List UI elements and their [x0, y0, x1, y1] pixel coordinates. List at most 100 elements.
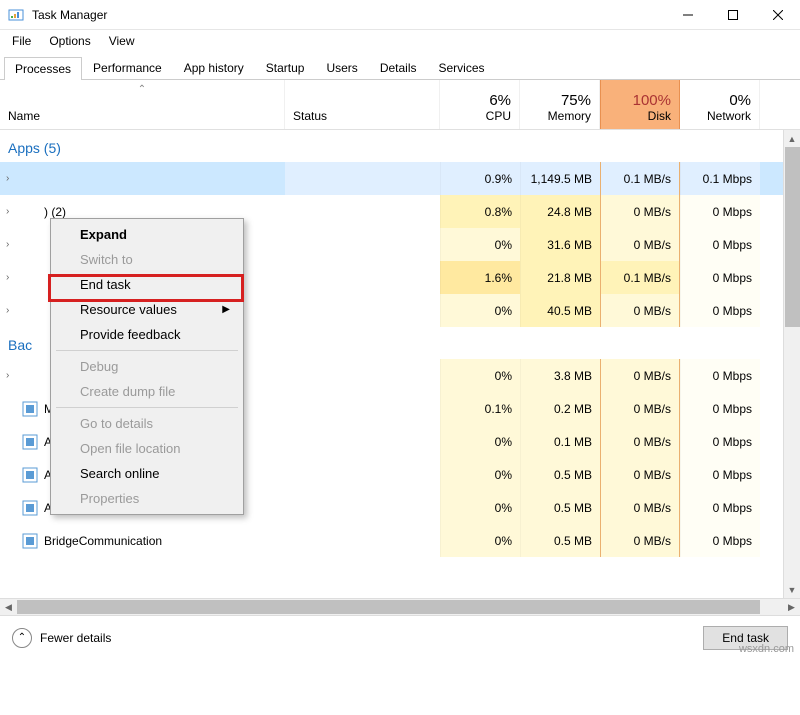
cell-cpu: 0%: [440, 359, 520, 392]
ctx-end-task[interactable]: End task: [54, 272, 240, 297]
ctx-create-dump-file: Create dump file: [54, 379, 240, 404]
ctx-resource-values[interactable]: Resource values▶: [54, 297, 240, 322]
cell-memory: 0.2 MB: [520, 392, 600, 425]
tab-services[interactable]: Services: [428, 56, 496, 79]
cell-memory: 0.5 MB: [520, 491, 600, 524]
tab-performance[interactable]: Performance: [82, 56, 173, 79]
scroll-right-icon[interactable]: ▶: [783, 599, 800, 615]
process-row[interactable]: › 0.9%1,149.5 MB0.1 MB/s0.1 Mbps: [0, 162, 783, 195]
cell-disk: 0 MB/s: [600, 228, 680, 261]
cell-cpu: 0%: [440, 425, 520, 458]
tab-users[interactable]: Users: [315, 56, 368, 79]
group-apps: Apps (5): [0, 130, 783, 162]
menu-bar: File Options View: [0, 30, 800, 52]
ctx-properties: Properties: [54, 486, 240, 511]
header-name[interactable]: ⌃ Name: [0, 80, 285, 129]
cell-disk: 0 MB/s: [600, 458, 680, 491]
column-headers: ⌃ Name Status 6%CPU75%Memory100%Disk0%Ne…: [0, 80, 800, 130]
tab-app-history[interactable]: App history: [173, 56, 255, 79]
cell-memory: 24.8 MB: [520, 195, 600, 228]
tab-bar: ProcessesPerformanceApp historyStartupUs…: [0, 52, 800, 80]
header-cpu[interactable]: 6%CPU: [440, 80, 520, 129]
cell-network: 0.1 Mbps: [680, 162, 760, 195]
cell-cpu: 0.8%: [440, 195, 520, 228]
watermark: wsxdn.com: [739, 643, 794, 655]
menu-view[interactable]: View: [101, 32, 143, 50]
sort-indicator-icon: ⌃: [138, 84, 146, 95]
ctx-expand[interactable]: Expand: [54, 222, 240, 247]
menu-file[interactable]: File: [4, 32, 39, 50]
expand-icon[interactable]: ›: [6, 272, 16, 283]
cell-network: 0 Mbps: [680, 524, 760, 557]
cell-disk: 0 MB/s: [600, 294, 680, 327]
process-name: BridgeCommunication: [44, 534, 162, 548]
cell-memory: 0.5 MB: [520, 458, 600, 491]
cell-memory: 31.6 MB: [520, 228, 600, 261]
expand-icon[interactable]: ›: [6, 206, 16, 217]
cell-cpu: 0%: [440, 458, 520, 491]
ctx-provide-feedback[interactable]: Provide feedback: [54, 322, 240, 347]
scroll-left-icon[interactable]: ◀: [0, 599, 17, 615]
expand-icon[interactable]: ›: [6, 173, 16, 184]
header-memory[interactable]: 75%Memory: [520, 80, 600, 129]
minimize-button[interactable]: [665, 0, 710, 30]
fewer-details-button[interactable]: ⌃ Fewer details: [12, 628, 703, 648]
hscroll-thumb[interactable]: [17, 600, 760, 614]
cell-cpu: 0.1%: [440, 392, 520, 425]
cell-cpu: 0%: [440, 294, 520, 327]
horizontal-scrollbar[interactable]: ◀ ▶: [0, 598, 800, 615]
cell-network: 0 Mbps: [680, 491, 760, 524]
cell-cpu: 0%: [440, 228, 520, 261]
cell-network: 0 Mbps: [680, 359, 760, 392]
ctx-switch-to: Switch to: [54, 247, 240, 272]
cell-memory: 40.5 MB: [520, 294, 600, 327]
maximize-button[interactable]: [710, 0, 755, 30]
cell-network: 0 Mbps: [680, 261, 760, 294]
expand-icon[interactable]: ›: [6, 370, 16, 381]
menu-options[interactable]: Options: [41, 32, 98, 50]
header-network[interactable]: 0%Network: [680, 80, 760, 129]
cell-cpu: 0%: [440, 524, 520, 557]
ctx-debug: Debug: [54, 354, 240, 379]
cell-disk: 0 MB/s: [600, 425, 680, 458]
title-bar: Task Manager: [0, 0, 800, 30]
header-disk[interactable]: 100%Disk: [600, 80, 680, 129]
cell-network: 0 Mbps: [680, 458, 760, 491]
submenu-arrow-icon: ▶: [222, 304, 230, 315]
process-row[interactable]: BridgeCommunication0%0.5 MB0 MB/s0 Mbps: [0, 524, 783, 557]
chevron-up-icon: ⌃: [12, 628, 32, 648]
cell-disk: 0 MB/s: [600, 195, 680, 228]
cell-disk: 0.1 MB/s: [600, 261, 680, 294]
cell-memory: 21.8 MB: [520, 261, 600, 294]
ctx-search-online[interactable]: Search online: [54, 461, 240, 486]
cell-memory: 0.5 MB: [520, 524, 600, 557]
cell-network: 0 Mbps: [680, 392, 760, 425]
scroll-down-icon[interactable]: ▼: [784, 581, 800, 598]
tab-processes[interactable]: Processes: [4, 57, 82, 80]
close-button[interactable]: [755, 0, 800, 30]
expand-icon[interactable]: ›: [6, 305, 16, 316]
footer-bar: ⌃ Fewer details End task: [0, 615, 800, 659]
ctx-open-file-location: Open file location: [54, 436, 240, 461]
vertical-scrollbar[interactable]: ▲ ▼: [783, 130, 800, 598]
cell-cpu: 0%: [440, 491, 520, 524]
cell-network: 0 Mbps: [680, 228, 760, 261]
context-menu: ExpandSwitch toEnd taskResource values▶P…: [50, 218, 244, 515]
cell-network: 0 Mbps: [680, 425, 760, 458]
cell-memory: 3.8 MB: [520, 359, 600, 392]
header-status[interactable]: Status: [285, 80, 440, 129]
cell-memory: 1,149.5 MB: [520, 162, 600, 195]
scroll-up-icon[interactable]: ▲: [784, 130, 800, 147]
cell-network: 0 Mbps: [680, 294, 760, 327]
cell-disk: 0.1 MB/s: [600, 162, 680, 195]
window-title: Task Manager: [32, 8, 665, 22]
tab-startup[interactable]: Startup: [255, 56, 316, 79]
expand-icon[interactable]: ›: [6, 239, 16, 250]
cell-cpu: 1.6%: [440, 261, 520, 294]
cell-cpu: 0.9%: [440, 162, 520, 195]
cell-disk: 0 MB/s: [600, 491, 680, 524]
cell-network: 0 Mbps: [680, 195, 760, 228]
tab-details[interactable]: Details: [369, 56, 428, 79]
app-icon: [8, 7, 24, 23]
scroll-thumb[interactable]: [785, 147, 800, 327]
